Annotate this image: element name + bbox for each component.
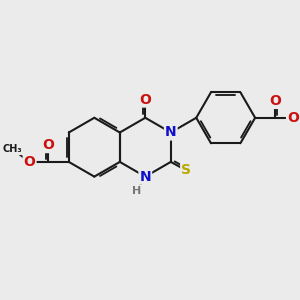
Text: S: S [181,163,191,177]
Text: N: N [140,169,151,184]
Text: O: O [269,94,281,108]
Text: O: O [287,111,299,125]
Text: H: H [132,186,142,196]
Text: N: N [165,125,177,140]
Text: O: O [42,138,54,152]
Text: O: O [140,93,151,106]
Text: O: O [24,155,35,169]
Text: CH₃: CH₃ [3,144,22,154]
